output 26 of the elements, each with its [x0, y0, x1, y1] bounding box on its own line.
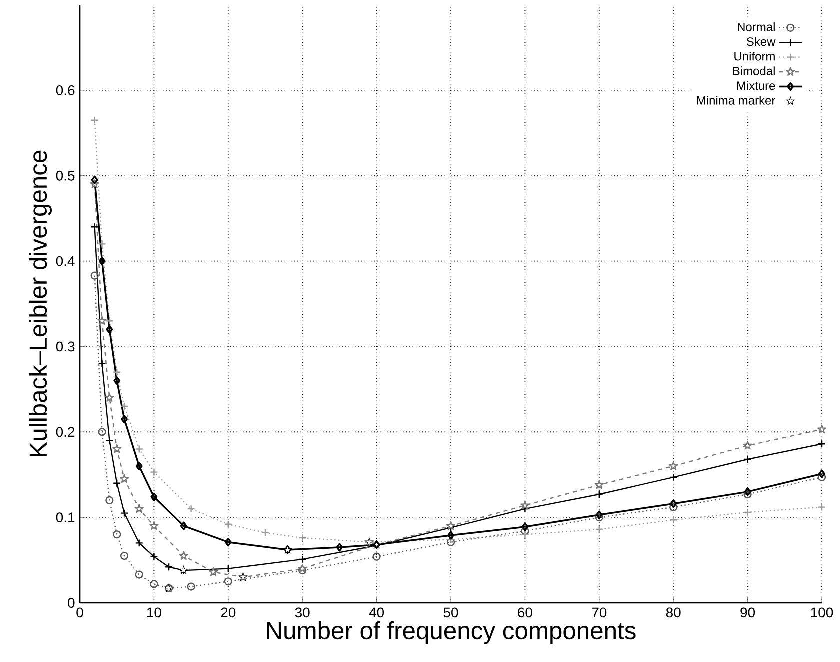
legend-label: Normal — [738, 22, 775, 32]
x-tick-label: 60 — [518, 608, 532, 618]
x-tick-label: 50 — [444, 608, 458, 618]
y-tick-label: 0.5 — [56, 170, 75, 181]
legend-label: Uniform — [734, 52, 775, 61]
x-tick-label: 90 — [740, 608, 756, 618]
legend-label: Minima marker — [697, 96, 776, 105]
y-tick-label: 0.4 — [56, 256, 75, 266]
x-tick-label: 70 — [592, 608, 607, 618]
y-tick-label: 0.6 — [56, 85, 75, 96]
y-tick-label: 0.1 — [56, 512, 75, 523]
y-axis-title: Kullback–Leibler divergence — [29, 150, 52, 456]
x-tick-label: 20 — [221, 608, 236, 618]
y-tick-label: 0 — [68, 598, 75, 608]
x-tick-label: 40 — [369, 608, 384, 618]
y-tick-label: 0.2 — [56, 427, 75, 438]
legend-label: Bimodal — [733, 66, 775, 76]
y-tick-label: 0.3 — [56, 342, 75, 352]
legend-label: Mixture — [737, 81, 776, 90]
x-tick-label: 100 — [811, 608, 834, 618]
x-tick-label: 0 — [76, 608, 84, 618]
x-tick-label: 80 — [666, 608, 681, 618]
x-axis-title: Number of frequency components — [267, 621, 636, 644]
legend-label: Skew — [746, 37, 776, 46]
x-tick-label: 30 — [295, 608, 310, 618]
x-tick-label: 10 — [147, 608, 162, 618]
